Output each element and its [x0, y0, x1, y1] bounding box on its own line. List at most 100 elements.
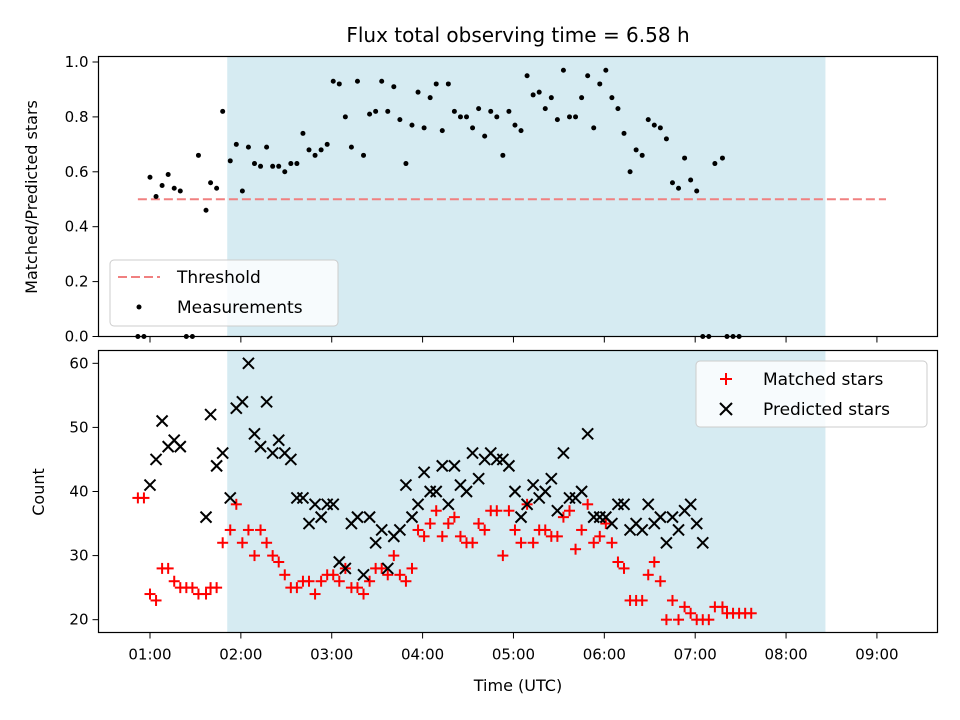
matched-star-point [255, 524, 267, 536]
x-tick-label: 05:00 [492, 646, 535, 664]
matched-star-point [333, 575, 345, 587]
top-legend-box [109, 259, 339, 327]
chart-title: Flux total observing time = 6.58 h [346, 23, 689, 47]
measurement-point [171, 185, 177, 191]
measurement-point [506, 108, 512, 114]
matched-star-point [582, 498, 594, 510]
matched-star-point [388, 550, 400, 562]
measurement-point [294, 161, 300, 167]
matched-star-point [150, 594, 162, 606]
measurement-point [373, 108, 379, 114]
predicted-star-point [236, 395, 249, 408]
predicted-star-point [436, 459, 449, 473]
measurement-point [585, 73, 591, 79]
predicted-star-point [442, 498, 455, 511]
bottom-legend-box [695, 360, 928, 428]
matched-star-point [594, 530, 606, 542]
measurement-point [233, 141, 239, 147]
matched-star-point [211, 582, 223, 594]
measurement-point [147, 174, 153, 180]
measurement-point [719, 155, 725, 161]
predicted-star-point [351, 510, 364, 524]
measurement-point [427, 95, 433, 101]
predicted-star-point [684, 498, 697, 511]
matched-star-point [430, 505, 442, 517]
predicted-star-point [575, 485, 588, 498]
measurement-point [669, 180, 675, 186]
measurement-point [639, 152, 645, 158]
matched-star-point [273, 556, 285, 568]
predicted-star-point [363, 510, 376, 524]
predicted-star-point [375, 523, 388, 537]
measurement-point [409, 122, 415, 128]
matched-star-point [448, 511, 460, 523]
measurement-point [385, 108, 391, 114]
matched-star-point [588, 537, 600, 549]
predicted-star-point [545, 472, 558, 485]
matched-star-point [261, 537, 273, 549]
measurement-point [615, 106, 621, 112]
matched-star-point [230, 498, 242, 510]
measurement-point [676, 185, 682, 191]
predicted-star-point [143, 478, 157, 492]
predicted-star-point [660, 536, 673, 549]
predicted-star-point [393, 523, 407, 537]
measurement-point [348, 144, 354, 150]
measurement-point [342, 114, 348, 120]
measurement-point [476, 106, 482, 112]
measurement-point [500, 152, 506, 158]
measurement-point [554, 117, 560, 123]
matched-star-point [618, 562, 630, 574]
measurement-point [694, 188, 700, 194]
matched-star-point [642, 569, 654, 581]
matched-star-point [612, 556, 624, 568]
predicted-star-point [605, 517, 619, 530]
matched-star-point [327, 569, 339, 581]
measurement-point [306, 147, 312, 153]
measurement-point [391, 84, 397, 90]
matched-star-point [418, 530, 430, 542]
legend-measurements-swatch [136, 304, 142, 310]
matched-star-point [138, 492, 150, 504]
measurement-point [464, 114, 470, 120]
matched-star-point [382, 569, 394, 581]
top-y-tick-label: 0.4 [65, 218, 89, 236]
measurement-point [657, 125, 663, 131]
measurement-point [542, 106, 548, 112]
matched-star-point [412, 524, 424, 536]
x-axis-label: Time (UTC) [473, 676, 562, 695]
matched-star-point [679, 601, 691, 613]
predicted-star-point [411, 498, 425, 511]
x-tick-label: 04:00 [401, 646, 444, 664]
predicted-star-point [666, 510, 679, 524]
measurement-point [566, 114, 572, 120]
matched-star-point [162, 562, 174, 574]
top-y-tick-label: 0.8 [65, 108, 89, 126]
predicted-star-point [284, 453, 298, 466]
predicted-star-point [690, 517, 703, 530]
measurement-point [663, 136, 669, 142]
predicted-star-point [539, 485, 552, 498]
x-tick-label: 07:00 [674, 646, 717, 664]
measurement-point [524, 73, 530, 79]
matched-star-point [186, 582, 198, 594]
predicted-star-point [472, 472, 485, 485]
matched-star-point [473, 518, 485, 530]
matched-star-point [454, 530, 466, 542]
matched-star-point [648, 556, 660, 568]
x-tick-label: 02:00 [219, 646, 262, 664]
measurement-point [688, 177, 694, 183]
bottom-y-tick-label: 50 [69, 418, 88, 436]
predicted-star-point [296, 491, 310, 505]
measurement-point [330, 78, 336, 84]
predicted-star-point [266, 446, 279, 460]
legend-matched-label: Matched stars [763, 370, 883, 390]
matched-star-point [217, 537, 229, 549]
measurement-point [258, 163, 264, 169]
measurement-point [177, 188, 183, 194]
measurement-point [220, 108, 226, 114]
predicted-star-point [514, 510, 528, 524]
matched-star-point [168, 575, 180, 587]
matched-star-point [436, 530, 448, 542]
predicted-star-point [672, 523, 685, 537]
